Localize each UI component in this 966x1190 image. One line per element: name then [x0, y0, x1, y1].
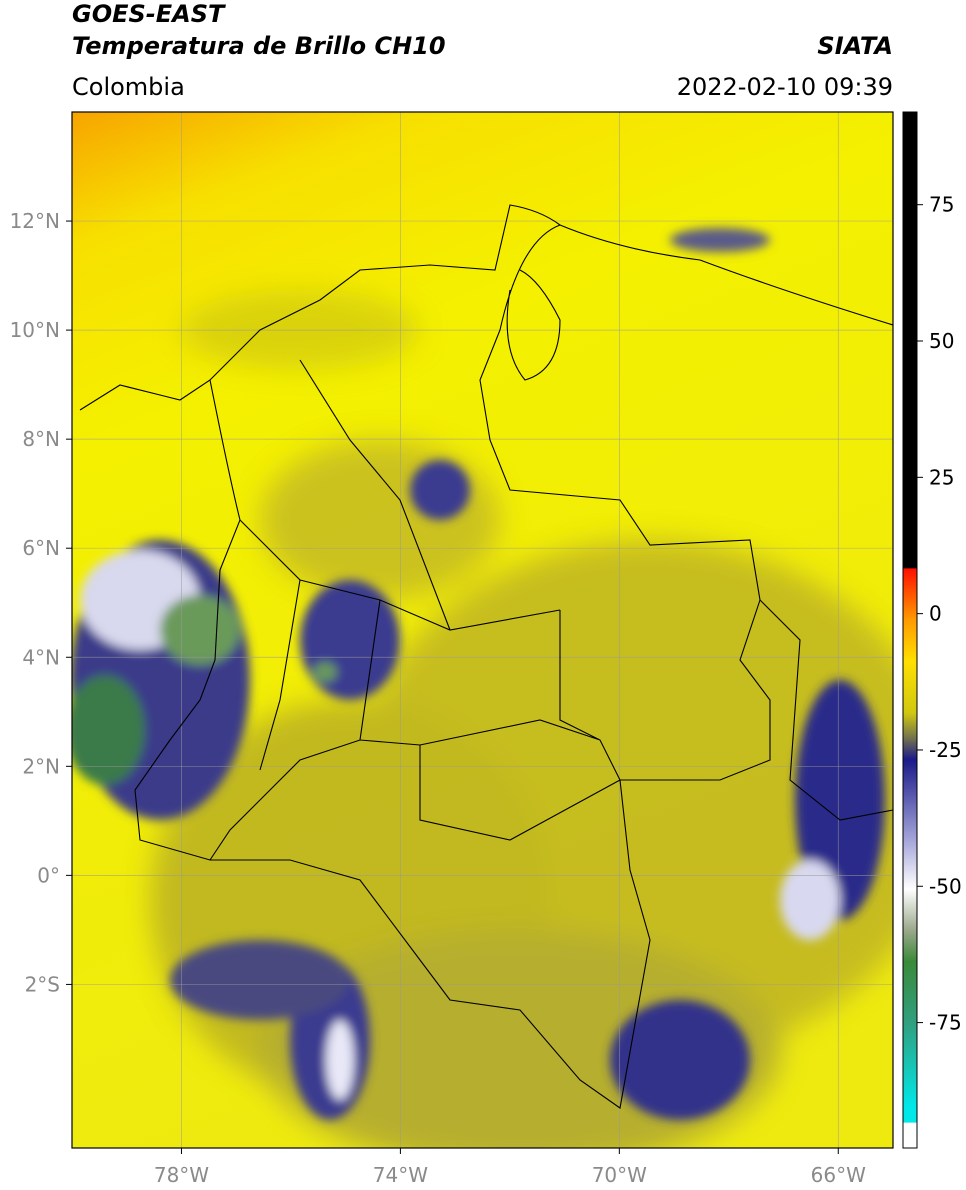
map-frame: [71, 111, 894, 1149]
colorbar-tick-label: -50: [929, 874, 962, 898]
lon-tick-label: 78°W: [154, 1163, 209, 1187]
lon-tick-label: 70°W: [592, 1163, 647, 1187]
subtitle: Temperatura de Brillo CH10: [72, 32, 446, 60]
colorbar: [902, 111, 918, 1149]
source: SIATA: [817, 32, 893, 60]
colorbar-tick-label: 0: [929, 602, 942, 626]
lat-tick-label: 4°N: [22, 645, 60, 669]
lat-tick-label: 8°N: [22, 427, 60, 451]
datetime: 2022-02-10 09:39: [677, 73, 893, 101]
satellite-image: [72, 112, 893, 1148]
colorbar-tick-label: 50: [929, 329, 954, 353]
lat-tick-label: 0°: [37, 863, 60, 887]
colorbar-tick-label: -25: [929, 738, 962, 762]
lat-tick-label: 2°N: [22, 754, 60, 778]
lon-tick-label: 74°W: [373, 1163, 428, 1187]
colorbar-tick-label: 75: [929, 193, 954, 217]
lat-tick-label: 10°N: [10, 318, 60, 342]
colorbar-tick-label: 25: [929, 465, 954, 489]
lat-tick-label: 2°S: [25, 972, 60, 996]
lon-tick-label: 66°W: [811, 1163, 866, 1187]
lat-tick-label: 6°N: [22, 536, 60, 560]
title: GOES-EAST: [72, 0, 226, 28]
colorbar-tick-label: -75: [929, 1011, 962, 1035]
lat-tick-label: 12°N: [10, 209, 60, 233]
region: Colombia: [72, 73, 185, 101]
